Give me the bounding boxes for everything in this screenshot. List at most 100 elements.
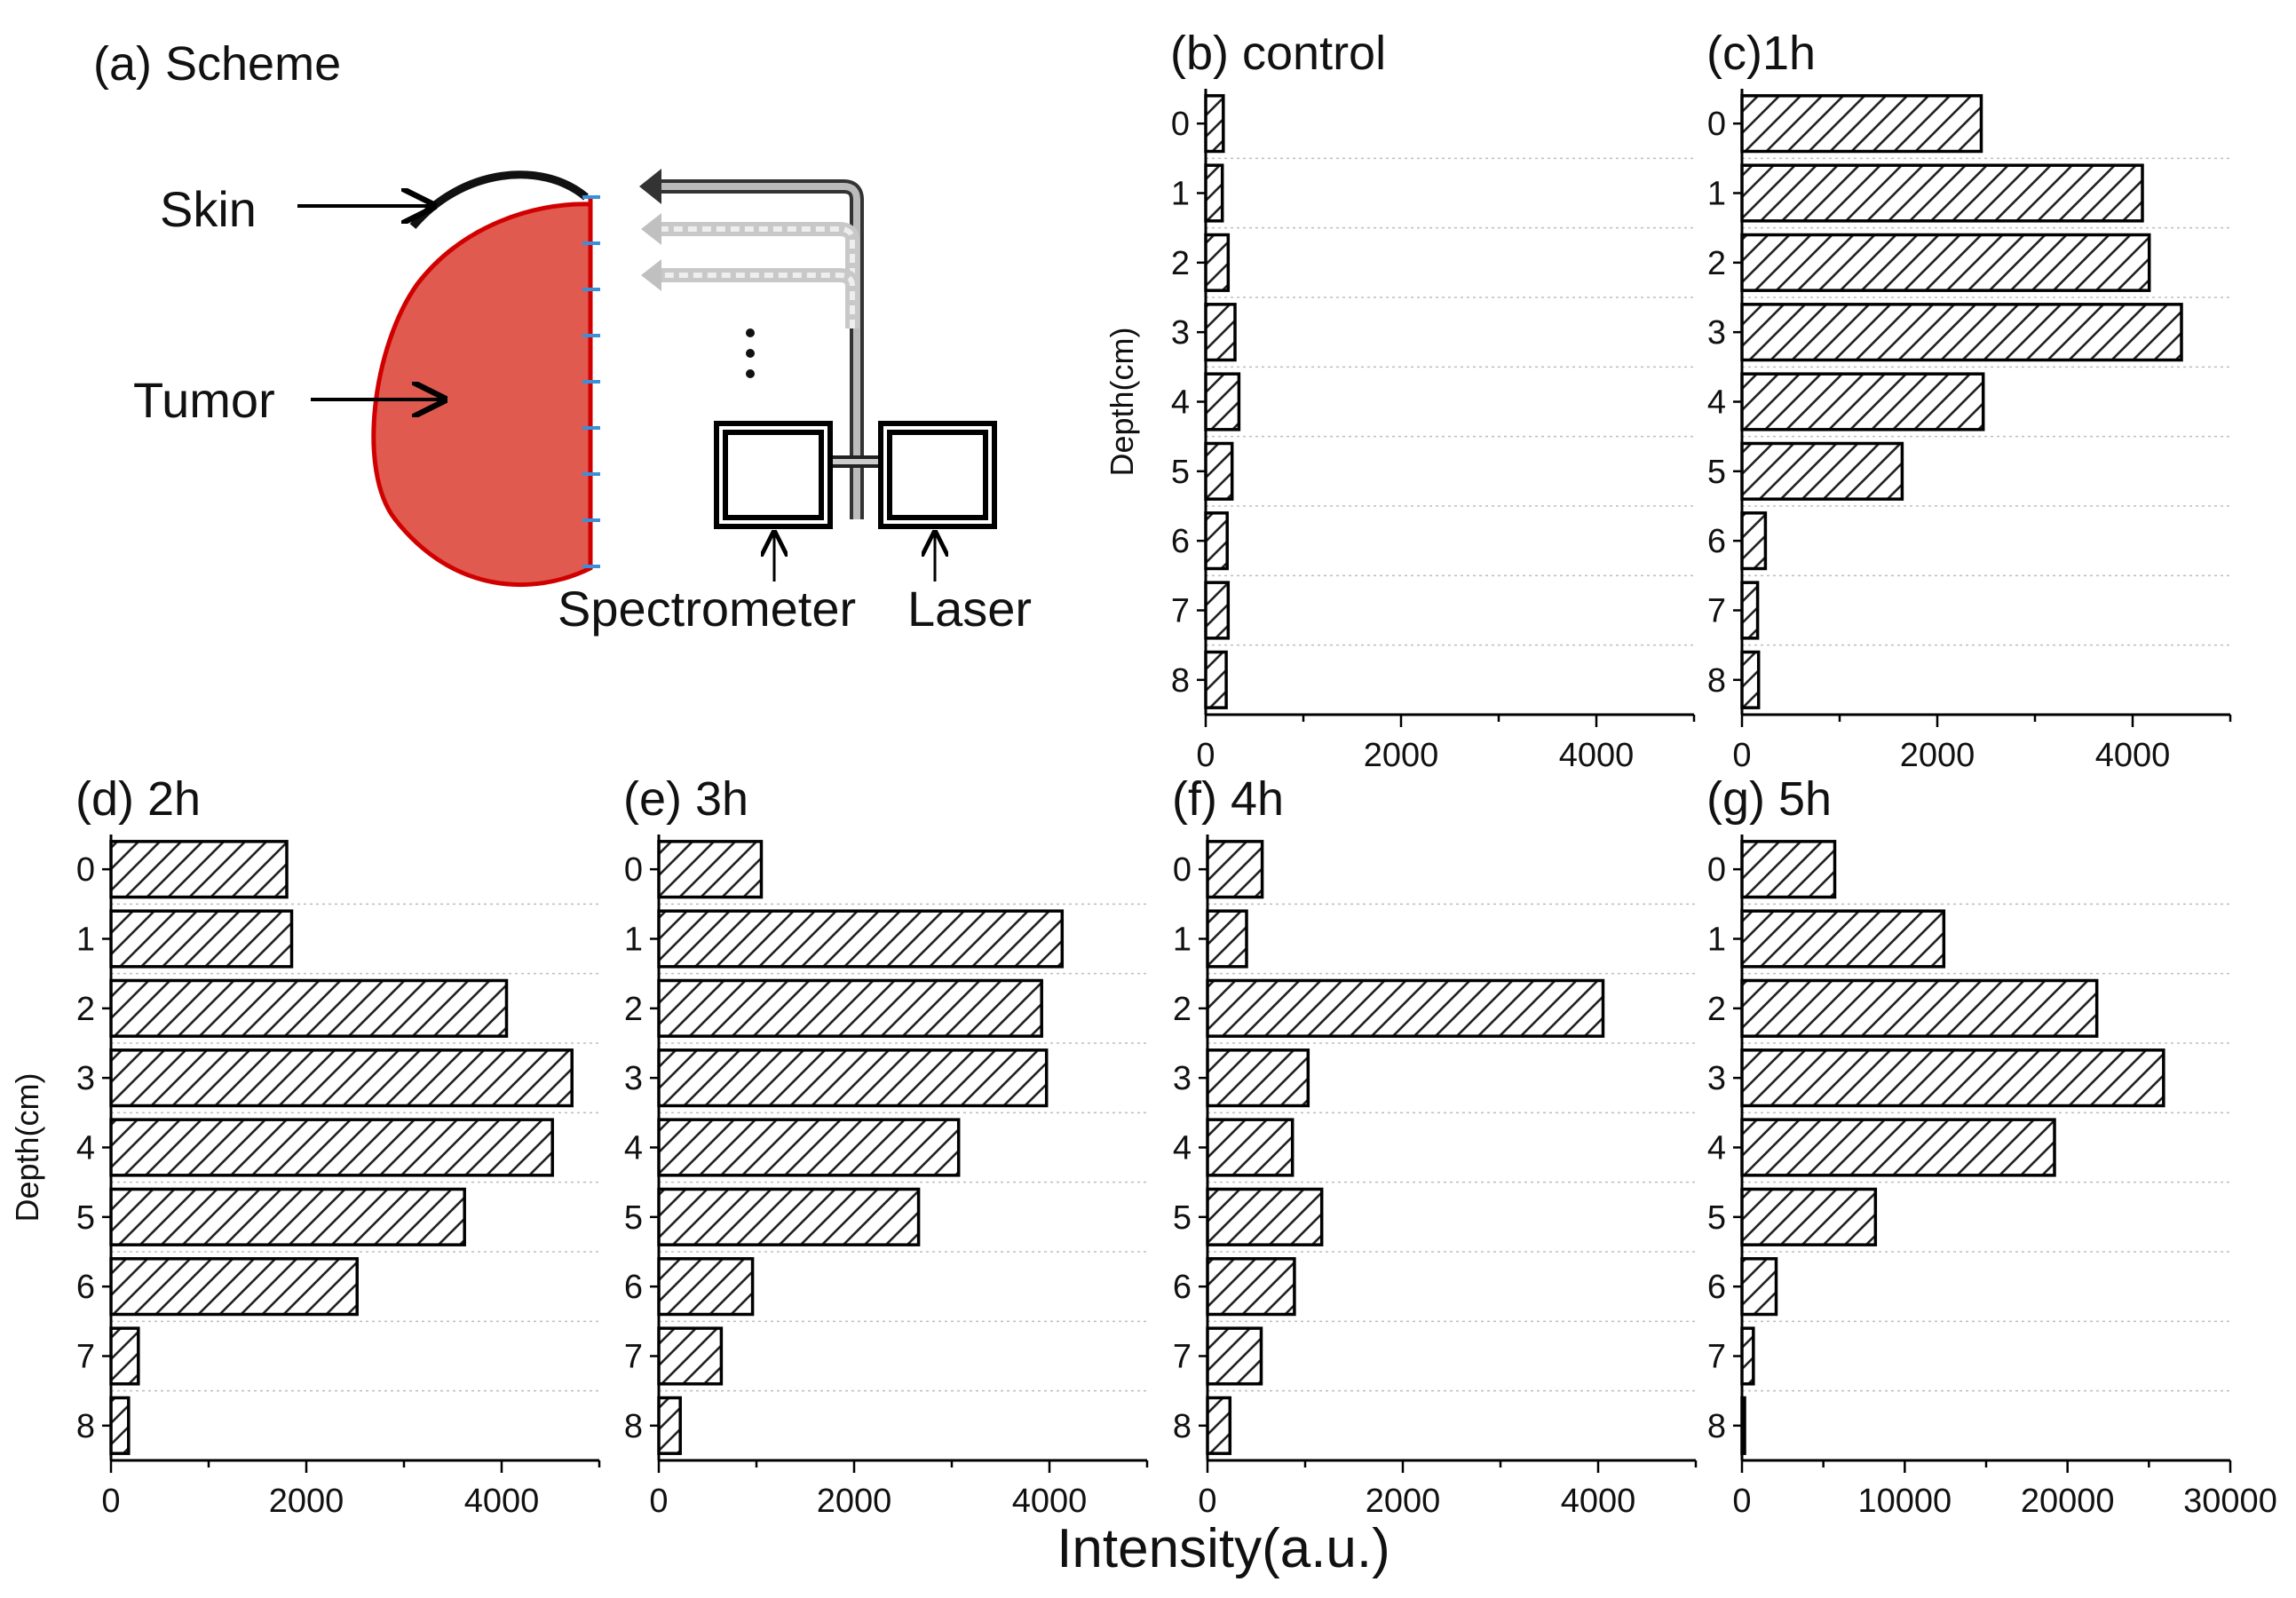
y-tick-label: 6 xyxy=(1707,523,1726,560)
bar xyxy=(657,1048,1049,1108)
bar xyxy=(1740,909,1946,969)
x-tick-label: 10000 xyxy=(1857,1483,1952,1520)
bar xyxy=(109,1118,554,1177)
bar xyxy=(1204,233,1231,292)
bar xyxy=(1740,303,2183,362)
y-tick-label: 0 xyxy=(1171,106,1190,143)
x-tick-label: 2000 xyxy=(269,1483,344,1520)
y-tick-label: 1 xyxy=(624,922,643,959)
bar xyxy=(109,1187,466,1246)
y-tick-label: 7 xyxy=(76,1339,95,1376)
panel-g-5h: (g) 5h 0 1 2 3 4 5 6 7 8 0 10000 20000 30000 xyxy=(1706,772,2277,1520)
bar xyxy=(657,909,1065,969)
bar xyxy=(1206,1257,1296,1317)
x-tick-label: 4000 xyxy=(1561,1483,1636,1520)
y-tick-label: 5 xyxy=(1173,1199,1192,1237)
y-axis-label: Depth(cm) xyxy=(9,1072,45,1222)
y-tick-label: 2 xyxy=(624,991,643,1028)
bar xyxy=(1740,511,1768,571)
y-tick-label: 0 xyxy=(1707,106,1726,143)
y-tick-label: 4 xyxy=(1707,1130,1726,1167)
y-tick-label: 8 xyxy=(624,1408,643,1445)
x-tick-label: 2000 xyxy=(1900,737,1975,774)
spectrometer-label: Spectrometer xyxy=(558,581,856,637)
bar xyxy=(1740,650,1761,709)
bar xyxy=(657,1396,682,1455)
bar xyxy=(1740,163,2144,223)
tumor-label: Tumor xyxy=(133,372,275,428)
y-tick-label: 1 xyxy=(1707,176,1726,213)
bar xyxy=(1204,303,1237,362)
x-tick-label: 4000 xyxy=(464,1483,540,1520)
y-tick-label: 2 xyxy=(1707,245,1726,282)
y-tick-label: 1 xyxy=(1173,922,1192,959)
y-tick-label: 5 xyxy=(1707,454,1726,491)
y-tick-label: 6 xyxy=(76,1269,95,1306)
x-tick-label: 30000 xyxy=(2183,1483,2277,1520)
y-tick-label: 0 xyxy=(76,851,95,889)
y-tick-label: 3 xyxy=(76,1060,95,1097)
y-tick-label: 7 xyxy=(1171,593,1190,630)
panel-e-3h: (e) 3h 0 1 2 3 4 5 6 7 8 0 2000 4000 xyxy=(623,772,1149,1520)
y-tick-label: 3 xyxy=(1707,314,1726,352)
x-tick-label: 2000 xyxy=(1364,737,1439,774)
bar xyxy=(109,909,294,969)
panel-d-2h: (d) 2h 0 1 2 3 4 5 6 7 8 0 2000 4000 Depth(cm) xyxy=(9,772,601,1520)
bar xyxy=(1740,233,2151,292)
panel-title: (f) 4h xyxy=(1172,772,1284,826)
panel-title: (d) 2h xyxy=(75,772,201,826)
bar xyxy=(1740,1326,1755,1386)
bar xyxy=(1204,441,1234,501)
y-tick-label: 8 xyxy=(1707,662,1726,700)
bar xyxy=(1740,978,2099,1038)
y-tick-label: 4 xyxy=(1171,384,1190,422)
y-tick-label: 0 xyxy=(1707,851,1726,889)
panel-title: (c)1h xyxy=(1706,27,1816,80)
bar xyxy=(1206,1396,1232,1455)
laser-box xyxy=(878,421,997,529)
x-tick-label: 0 xyxy=(1732,737,1751,774)
bar xyxy=(1740,1187,1878,1246)
bar xyxy=(1206,1187,1324,1246)
bar xyxy=(109,978,509,1038)
bar xyxy=(1740,372,1985,431)
bar xyxy=(1740,840,1837,899)
x-tick-label: 20000 xyxy=(2021,1483,2115,1520)
bar xyxy=(1206,840,1264,899)
bar xyxy=(1204,94,1225,154)
y-tick-label: 3 xyxy=(1171,314,1190,352)
y-tick-label: 8 xyxy=(1173,1408,1192,1445)
bar xyxy=(1206,909,1248,969)
y-tick-label: 1 xyxy=(1707,922,1726,959)
y-tick-label: 6 xyxy=(1173,1269,1192,1306)
bar xyxy=(657,1187,921,1246)
y-tick-label: 5 xyxy=(624,1199,643,1237)
bar xyxy=(1740,441,1904,501)
y-tick-label: 1 xyxy=(76,922,95,959)
y-tick-label: 7 xyxy=(624,1339,643,1376)
bar xyxy=(1204,581,1231,640)
scheme-panel: (a) Scheme Skin Tumor xyxy=(93,37,1032,637)
bar xyxy=(1206,1118,1294,1177)
x-tick-label: 0 xyxy=(101,1483,120,1520)
x-tick-label: 0 xyxy=(649,1483,668,1520)
panel-f-4h: (f) 4h 0 1 2 3 4 5 6 7 8 0 2000 4000 xyxy=(1172,772,1698,1520)
bar xyxy=(109,1048,574,1108)
y-tick-label: 6 xyxy=(624,1269,643,1306)
bar xyxy=(1206,1048,1310,1108)
y-tick-label: 1 xyxy=(1171,176,1190,213)
bar xyxy=(1204,511,1229,571)
x-tick-label: 2000 xyxy=(1366,1483,1441,1520)
skin-label: Skin xyxy=(160,181,257,237)
bar xyxy=(1740,1048,2165,1108)
y-tick-label: 7 xyxy=(1173,1339,1192,1376)
y-axis-label: Depth(cm) xyxy=(1104,327,1140,476)
bar xyxy=(109,1326,140,1386)
bar xyxy=(1206,978,1605,1038)
bar xyxy=(1204,372,1241,431)
y-tick-label: 2 xyxy=(76,991,95,1028)
tumor-shape xyxy=(371,202,593,588)
